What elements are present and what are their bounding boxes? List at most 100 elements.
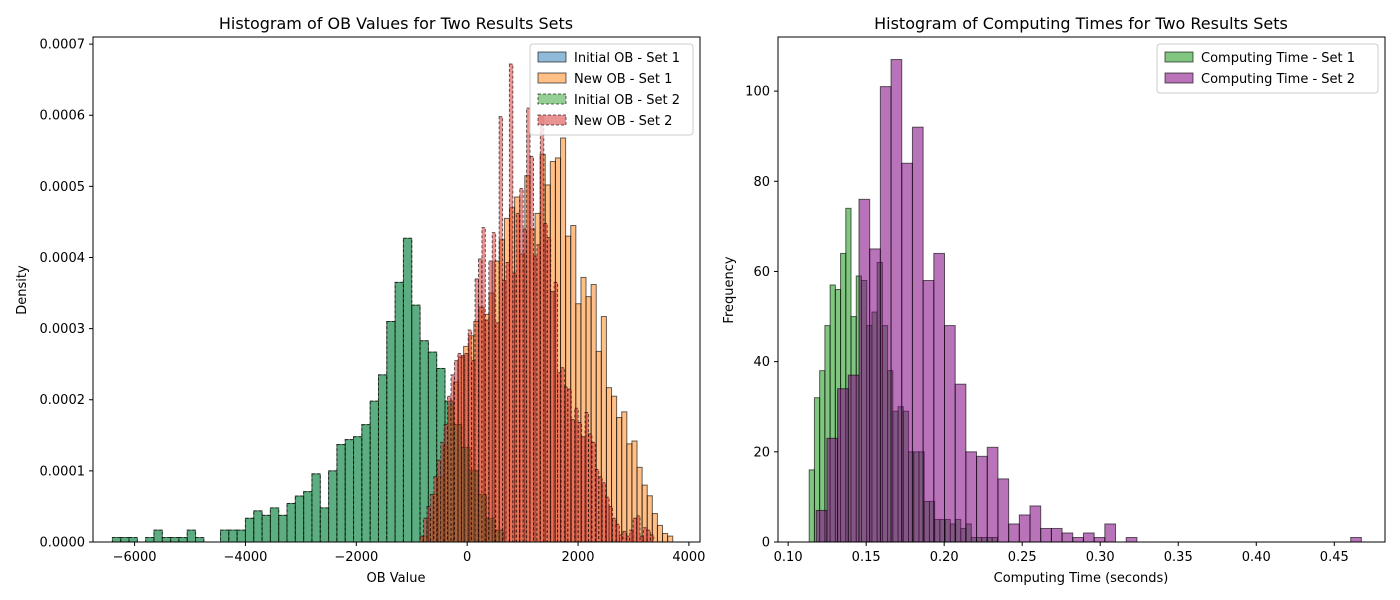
computing-time-histogram-bars (808, 59, 1362, 543)
ob-bar (532, 255, 538, 543)
computing-time-bar (815, 509, 828, 543)
ob-bar (186, 529, 197, 543)
computing-time-bar (1104, 523, 1117, 543)
computing-time-x-axis-label: Computing Time (seconds) (994, 571, 1169, 586)
ob-bar (244, 517, 255, 543)
ob-bar (261, 514, 271, 543)
computing-time-y-tick-label: 80 (753, 175, 770, 190)
ob-bar (632, 517, 638, 543)
ob-legend-swatch (537, 93, 567, 105)
ob-bar (460, 355, 466, 543)
ob-bar (436, 459, 442, 543)
computing-time-bar (976, 455, 988, 543)
computing-time-bar (847, 374, 860, 543)
ob-x-axis-label: OB Value (367, 571, 426, 586)
computing-time-bar (901, 162, 913, 543)
ob-bar (286, 502, 296, 543)
computing-time-bar (1029, 505, 1042, 543)
ob-x-tick-label: −4000 (223, 550, 267, 565)
ob-x-tick-label: 2000 (561, 550, 594, 565)
ob-bar (605, 496, 610, 543)
ob-y-tick-label: 0.0003 (40, 322, 86, 337)
computing-time-x-tick-label: 0.10 (774, 550, 803, 565)
ob-y-tick-label: 0.0004 (40, 251, 86, 266)
computing-time-bar (808, 469, 815, 543)
computing-time-y-axis-label: Frequency (722, 256, 737, 323)
ob-bar (426, 505, 431, 543)
ob-legend-swatch (537, 72, 567, 84)
ob-bar (220, 529, 230, 543)
ob-histogram-bars (111, 63, 674, 543)
computing-time-bar (1018, 514, 1031, 543)
ob-bar (450, 374, 455, 543)
ob-bar (145, 537, 155, 543)
ob-bar (662, 532, 669, 543)
ob-x-tick-label: 4000 (672, 550, 705, 565)
ob-x-tick-label: −2000 (334, 550, 378, 565)
computing-time-x-tick-label: 0.35 (1164, 550, 1193, 565)
computing-time-bar (1072, 536, 1084, 543)
ob-y-tick-label: 0.0007 (40, 38, 86, 53)
computing-time-y-ticks: 0 20 40 60 80 100 (745, 85, 778, 551)
computing-time-x-ticks: 0.10 0.15 0.20 0.25 0.30 0.35 0.40 0.45 (774, 542, 1349, 565)
ob-bar (178, 537, 188, 543)
ob-bar (488, 260, 493, 543)
ob-bar (536, 244, 541, 543)
computing-time-bar (922, 279, 935, 543)
ob-bar (319, 507, 330, 543)
ob-bar (505, 261, 510, 543)
computing-time-bar (837, 388, 849, 543)
computing-time-bar (890, 59, 903, 543)
computing-time-bar (1093, 536, 1106, 543)
computing-time-bar (1061, 532, 1074, 543)
computing-time-bar (869, 248, 881, 543)
ob-bar (253, 510, 263, 543)
ob-bar (294, 495, 305, 543)
ob-bar (498, 116, 504, 543)
ob-bar (402, 237, 413, 543)
ob-x-tick-label: −6000 (113, 550, 157, 565)
computing-time-x-tick-label: 0.30 (1086, 550, 1115, 565)
ob-bar (581, 436, 586, 543)
computing-time-legend-label: Computing Time - Set 2 (1201, 72, 1355, 87)
ob-bar (447, 395, 452, 543)
ob-bar (502, 279, 507, 543)
ob-bar (515, 212, 521, 543)
computing-time-y-tick-label: 100 (745, 85, 770, 100)
ob-x-ticks: −6000 −4000 −2000 0 2000 4000 (113, 542, 705, 565)
computing-time-bar (1125, 536, 1138, 543)
ob-bar (667, 535, 674, 543)
ob-bar (153, 529, 163, 543)
ob-bar (394, 281, 404, 543)
ob-bar (612, 517, 617, 543)
ob-bar (236, 529, 246, 543)
ob-bar (467, 329, 473, 543)
computing-time-bar (1350, 536, 1362, 543)
ob-bar (369, 400, 379, 543)
computing-time-legend-swatch (1164, 51, 1194, 63)
ob-bar (423, 517, 428, 543)
ob-bar (440, 441, 445, 543)
ob-bar (563, 386, 569, 543)
ob-bar (601, 482, 607, 543)
computing-time-bar (997, 478, 1010, 543)
ob-bar (594, 468, 600, 543)
computing-time-y-tick-label: 20 (753, 445, 770, 460)
ob-bar (512, 272, 517, 543)
ob-bar (386, 321, 396, 543)
ob-legend-label: Initial OB - Set 1 (574, 51, 680, 66)
ob-bar (228, 529, 238, 543)
computing-time-y-tick-label: 40 (753, 355, 770, 370)
ob-bar (170, 537, 180, 543)
ob-bar (471, 360, 476, 543)
ob-legend-box (529, 43, 694, 136)
ob-bar (557, 372, 562, 543)
computing-time-bar (954, 383, 967, 543)
ob-bar (474, 278, 479, 543)
ob-bar (111, 537, 122, 543)
ob-bar (526, 107, 531, 543)
ob-bar (543, 222, 548, 543)
ob-bar (529, 155, 534, 543)
computing-time-series-2 (815, 59, 1362, 543)
computing-time-bar (1050, 527, 1063, 543)
